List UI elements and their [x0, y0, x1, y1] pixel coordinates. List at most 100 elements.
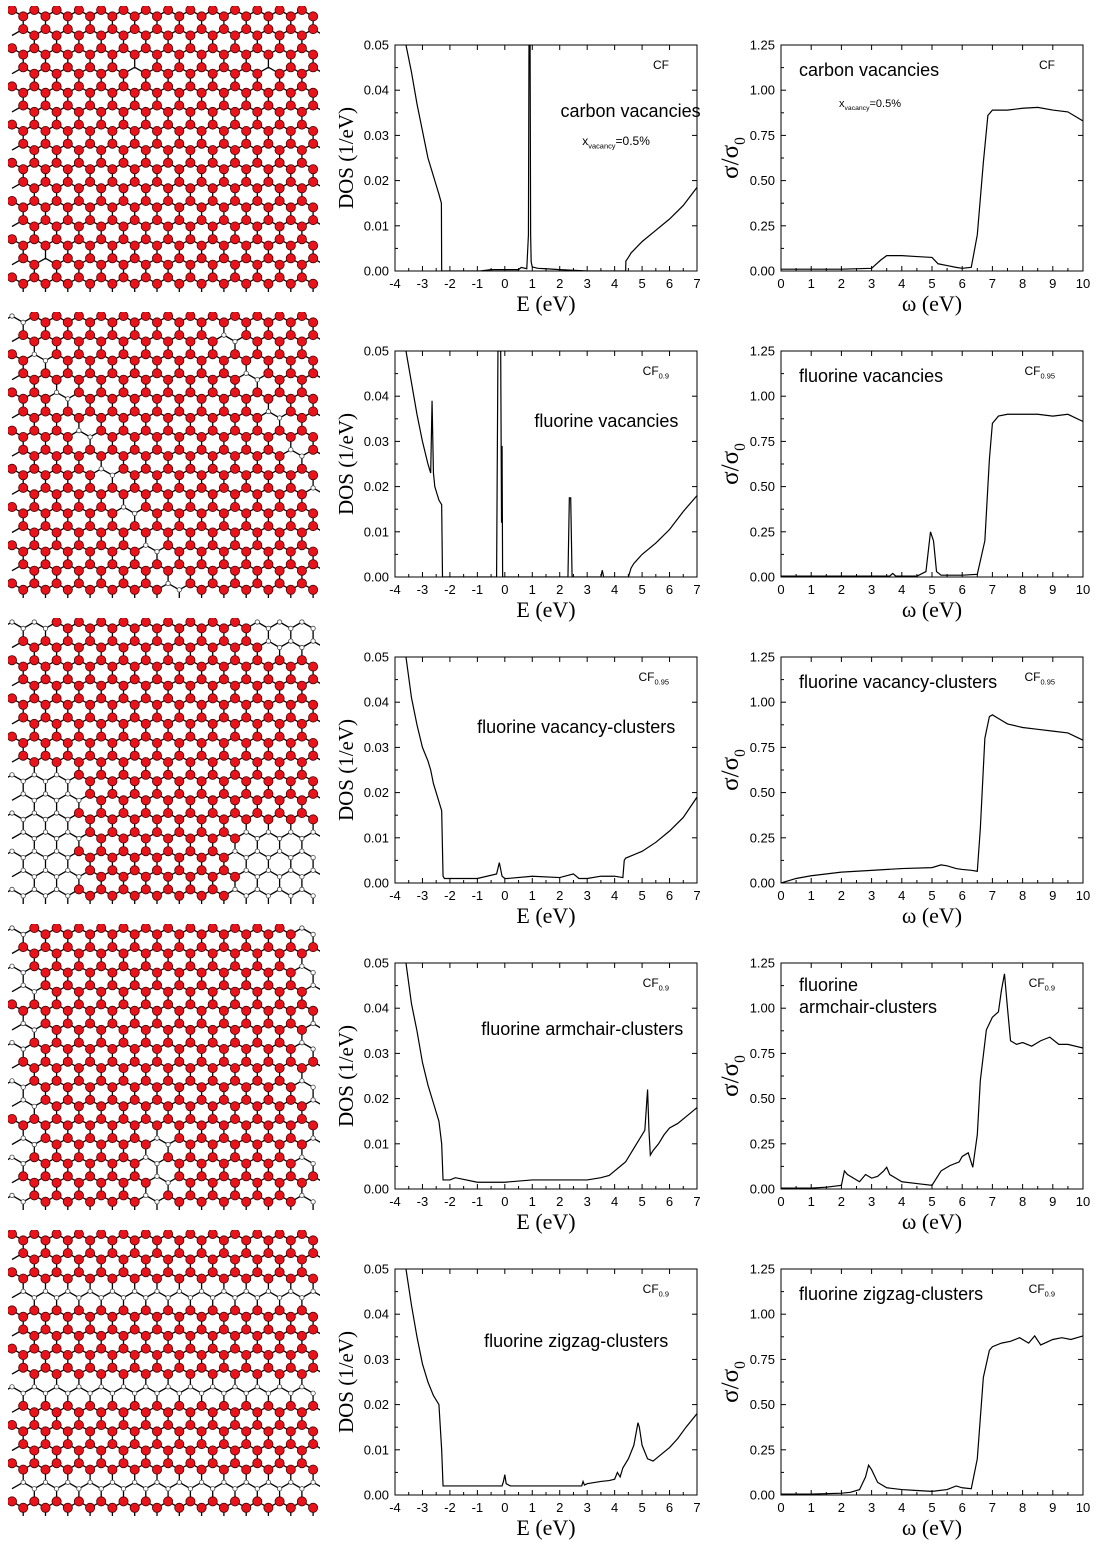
carbon-atom: [165, 580, 171, 586]
carbon-atom: [310, 638, 316, 644]
fluorine-atom: [118, 119, 129, 130]
fluorine-atom: [196, 546, 207, 557]
fluorine-atom: [218, 699, 229, 710]
fluorine-atom: [274, 693, 285, 704]
fluorine-atom: [163, 312, 174, 321]
fluorine-atom: [129, 584, 140, 595]
fluorine-atom: [140, 642, 151, 653]
x-tick-label: -3: [417, 1500, 429, 1515]
carbon-atom: [31, 351, 37, 357]
fluorine-atom: [174, 215, 185, 226]
fluorine-atom: [285, 521, 296, 532]
fluorine-atom: [29, 527, 40, 538]
fluorine-atom: [107, 62, 118, 73]
fluorine-atom: [18, 482, 29, 493]
fluorine-atom: [140, 387, 151, 398]
x-tick-label: 7: [693, 582, 700, 597]
fluorine-atom: [230, 618, 240, 627]
fluorine-atom: [129, 482, 140, 493]
fluorine-atom: [118, 451, 129, 462]
formula-label: CF0.95: [1025, 670, 1055, 686]
fluorine-atom: [96, 145, 107, 156]
fluorine-atom: [296, 234, 307, 245]
fluorine-atom: [73, 30, 84, 41]
fluorine-atom: [207, 693, 218, 704]
x-tick-label: 2: [556, 1194, 563, 1209]
fluorine-atom: [140, 81, 151, 92]
fluorine-atom: [229, 489, 240, 500]
fluorine-atom: [107, 355, 118, 366]
fluorine-atom: [118, 336, 129, 347]
fluorine-atom: [252, 501, 263, 512]
fluorine-atom: [8, 81, 17, 92]
fluorine-atom: [185, 43, 196, 54]
fluorine-atom: [96, 565, 107, 576]
fluorine-atom: [274, 68, 285, 79]
fluorine-atom: [107, 87, 118, 98]
fluorine-atom: [107, 24, 118, 35]
x-tick-label: 0: [777, 1500, 784, 1515]
x-tick-label: 8: [1019, 276, 1026, 291]
fluorine-atom: [308, 176, 319, 187]
fluorine-atom: [252, 259, 263, 270]
fluorine-atom: [185, 527, 196, 538]
fluorine-atom: [151, 87, 162, 98]
fluorine-atom: [73, 6, 84, 15]
y-tick-label: 0.50: [750, 1091, 775, 1106]
fluorine-atom: [129, 330, 140, 341]
fluorine-atom: [241, 508, 252, 519]
fluorine-atom: [18, 215, 29, 226]
x-tick-label: -1: [472, 888, 484, 903]
fluorine-atom: [51, 349, 62, 360]
y-tick-label: 0.04: [364, 1001, 389, 1016]
fluorine-atom: [85, 661, 96, 672]
fluorine-atom: [241, 240, 252, 251]
fluorine-atom: [185, 655, 196, 666]
fluorine-atom: [85, 49, 96, 60]
fluorine-atom: [263, 699, 274, 710]
fluorine-atom: [185, 374, 196, 385]
fluorine-atom: [96, 272, 107, 283]
fluorine-atom: [263, 482, 274, 493]
fluorine-atom: [29, 693, 40, 704]
carbon-atom: [276, 415, 283, 421]
fluorine-atom: [163, 565, 174, 576]
fluorine-atom: [107, 712, 118, 723]
fluorine-atom: [85, 24, 96, 35]
fluorine-atom: [96, 501, 107, 512]
carbon-atom: [221, 332, 227, 338]
fluorine-atom: [163, 81, 174, 92]
fluorine-atom: [29, 234, 40, 245]
fluorine-atom: [263, 126, 274, 137]
fluorine-atom: [207, 259, 218, 270]
fluorine-atom: [8, 157, 17, 168]
fluorine-atom: [18, 444, 29, 455]
fluorine-atom: [96, 221, 107, 232]
x-tick-label: -3: [417, 1194, 429, 1209]
x-tick-label: 5: [638, 582, 645, 597]
fluorine-atom: [274, 259, 285, 270]
fluorine-atom: [174, 202, 185, 213]
fluorine-atom: [174, 126, 185, 137]
x-tick-label: -4: [389, 888, 401, 903]
fluorine-atom: [241, 636, 252, 647]
fluorine-atom: [73, 106, 84, 117]
fluorine-atom: [129, 215, 140, 226]
fluorine-atom: [29, 119, 40, 130]
fluorine-atom: [185, 145, 196, 156]
fluorine-atom: [118, 655, 129, 666]
fluorine-atom: [285, 482, 296, 493]
x-tick-label: 10: [1076, 276, 1090, 291]
fluorine-atom: [29, 259, 40, 270]
fluorine-atom: [96, 425, 107, 436]
fluorine-atom: [229, 374, 240, 385]
y-tick-label: 0.00: [750, 1488, 775, 1503]
fluorine-atom: [118, 489, 129, 500]
fluorine-atom: [62, 674, 73, 685]
fluorine-atom: [8, 425, 17, 436]
y-axis-label: DOS (1/eV): [334, 1025, 358, 1127]
fluorine-atom: [274, 195, 285, 206]
fluorine-atom: [129, 406, 140, 417]
fluorine-atom: [229, 183, 240, 194]
fluorine-atom: [107, 674, 118, 685]
